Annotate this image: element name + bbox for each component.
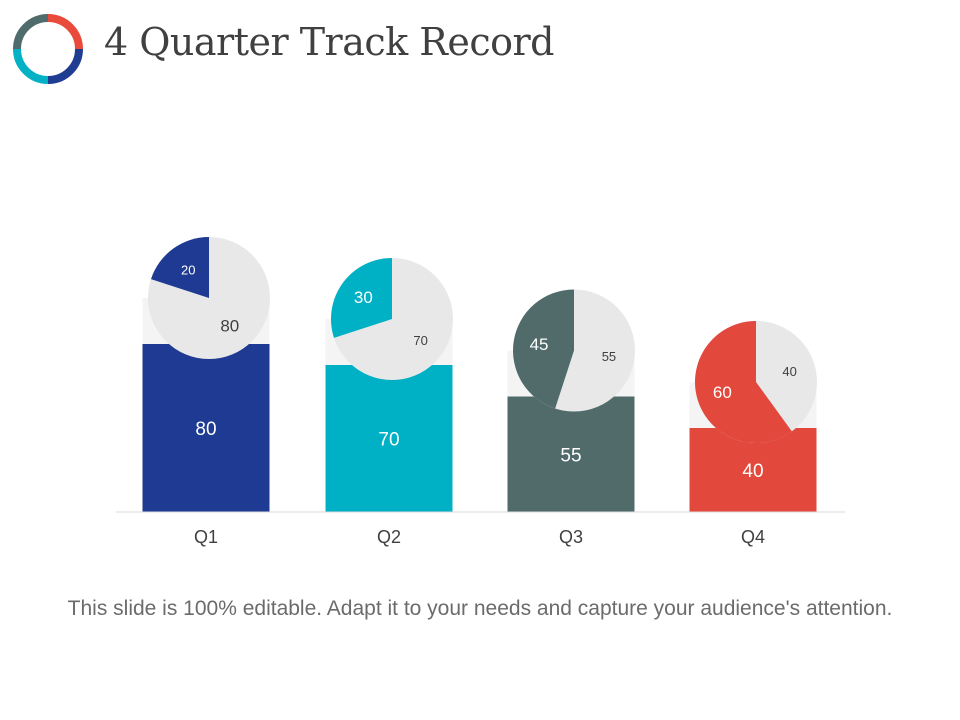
- pie-value-label: 80: [220, 317, 239, 336]
- bar-q2: [325, 365, 453, 512]
- quarter-chart: 80 70 55 40 Q1 Q2 Q3 Q4 20 80 30 70 45 55 60 40: [116, 237, 845, 547]
- pie-value-label: 70: [413, 333, 427, 348]
- pie-slice-highlight: [694, 321, 792, 443]
- pie-slice-highlight: [150, 237, 209, 298]
- pie-value-label: 20: [181, 262, 195, 277]
- bar-q1: [142, 344, 270, 512]
- bar-value-label: 70: [378, 430, 399, 451]
- x-tick-label: Q2: [377, 527, 401, 547]
- x-tick-label: Q3: [559, 527, 583, 547]
- bar-value-label: 55: [560, 445, 581, 466]
- x-tick-label: Q1: [194, 527, 218, 547]
- pie-value-label: 45: [530, 335, 549, 354]
- ring-logo-icon: [13, 14, 83, 84]
- logo-ring-segment: [13, 48, 49, 84]
- pie-value-label: 60: [713, 383, 732, 402]
- pie-value-label: 30: [354, 288, 373, 307]
- pie-value-label: 55: [602, 349, 616, 364]
- pie-slice-highlight: [513, 289, 574, 409]
- logo-ring-segment: [13, 14, 49, 50]
- x-tick-label: Q4: [741, 527, 765, 547]
- pie-value-label: 40: [782, 364, 796, 379]
- bar-value-label: 80: [195, 419, 216, 440]
- bar-value-label: 40: [742, 461, 763, 482]
- logo-ring-segment: [47, 48, 83, 84]
- logo-ring-segment: [47, 14, 83, 50]
- bar-q3: [507, 396, 635, 512]
- pie-slice-highlight: [331, 258, 392, 338]
- page-title: 4 Quarter Track Record: [104, 20, 555, 64]
- slide-caption: This slide is 100% editable. Adapt it to…: [67, 597, 893, 620]
